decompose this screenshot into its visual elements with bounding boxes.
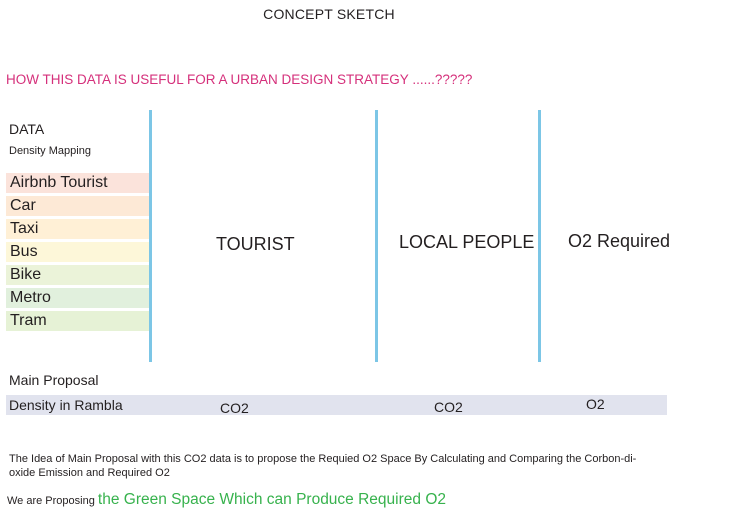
column-local-people: LOCAL PEOPLE <box>399 232 535 252</box>
density-legend: Airbnb Tourist Car Taxi Bus Bike Metro T… <box>6 173 149 334</box>
column-divider-left <box>149 110 152 362</box>
legend-item-car: Car <box>6 196 149 216</box>
column-tourist: TOURIST <box>216 234 295 254</box>
proposing-prefix: We are Proposing <box>7 495 98 507</box>
legend-item-metro: Metro <box>6 288 149 308</box>
column-divider-middle <box>375 110 378 362</box>
o2-value: O2 <box>586 396 605 412</box>
legend-item-bike: Bike <box>6 265 149 285</box>
proposal-description: The Idea of Main Proposal with this CO2 … <box>9 453 637 479</box>
green-space-highlight: the Green Space Which can Produce Requir… <box>97 491 446 508</box>
proposing-statement: We are Proposing the Green Space Which c… <box>7 491 446 509</box>
legend-item-taxi: Taxi <box>6 219 149 239</box>
local-co2-value: CO2 <box>434 399 463 415</box>
tourist-co2-value: CO2 <box>220 400 249 416</box>
main-proposal-label: Main Proposal <box>9 372 99 388</box>
legend-item-airbnb-tourist: Airbnb Tourist <box>6 173 149 193</box>
density-rambla-label: Density in Rambla <box>9 397 123 413</box>
legend-item-bus: Bus <box>6 242 149 262</box>
strategy-question: HOW THIS DATA IS USEFUL FOR A URBAN DESI… <box>6 72 473 87</box>
column-divider-right <box>538 110 541 362</box>
page-title: CONCEPT SKETCH <box>263 6 395 22</box>
column-o2-required: O2 Required <box>568 231 671 251</box>
legend-item-tram: Tram <box>6 311 149 331</box>
data-heading: DATA <box>9 121 45 137</box>
density-rambla-bar: Density in Rambla CO2 CO2 O2 <box>6 395 667 416</box>
density-mapping-label: Density Mapping <box>9 145 91 157</box>
